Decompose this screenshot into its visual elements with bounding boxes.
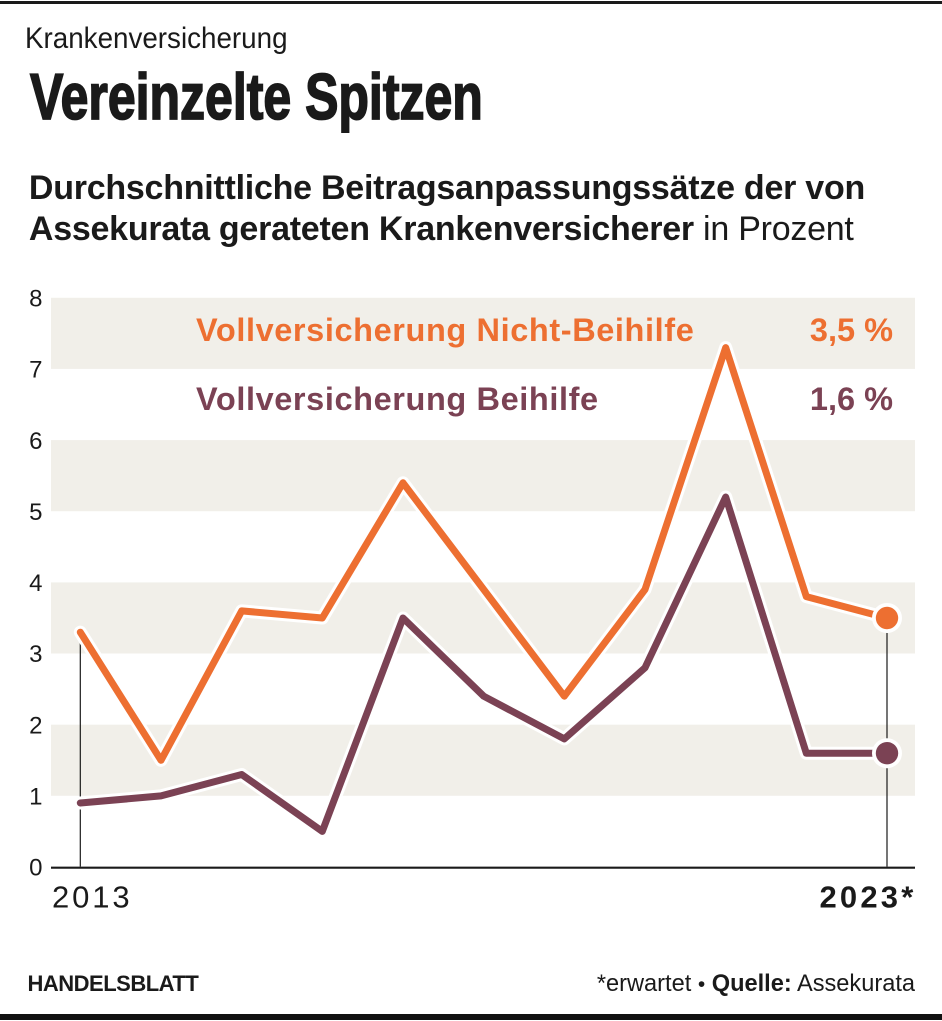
svg-text:2: 2 (29, 712, 42, 739)
svg-text:4: 4 (29, 570, 42, 597)
svg-text:3: 3 (29, 641, 42, 668)
svg-text:2023*: 2023* (819, 880, 916, 915)
svg-text:5: 5 (29, 499, 42, 526)
svg-text:7: 7 (29, 357, 42, 384)
svg-text:6: 6 (29, 428, 42, 455)
svg-text:0: 0 (29, 855, 42, 882)
svg-text:1: 1 (29, 784, 42, 811)
svg-text:2013: 2013 (52, 880, 133, 915)
svg-text:8: 8 (29, 286, 42, 313)
